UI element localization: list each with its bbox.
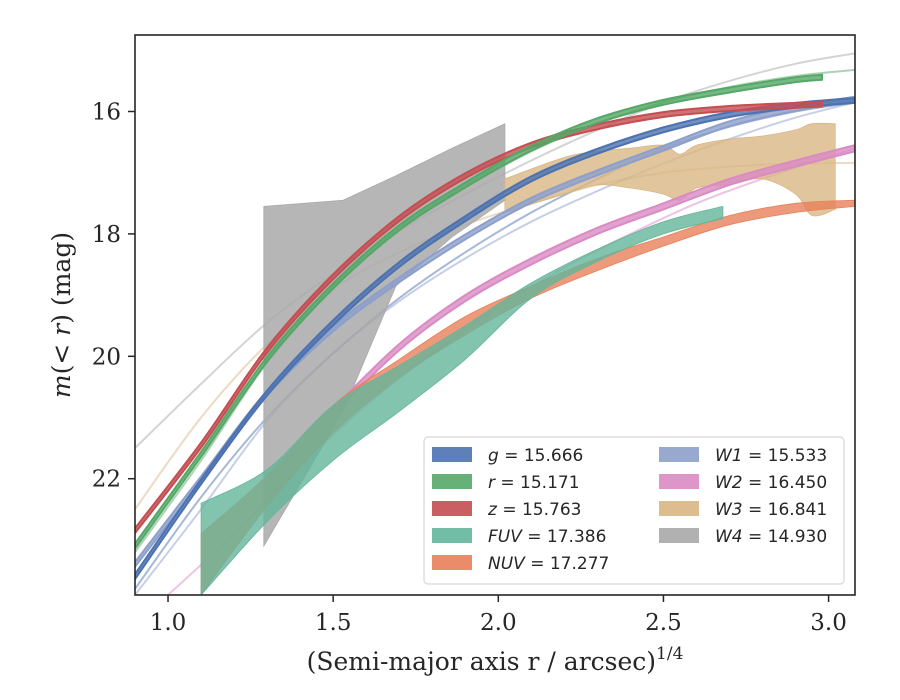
x-tick-label: 3.0 <box>810 610 847 636</box>
legend-label: W1 = 15.533 <box>715 446 827 466</box>
axis-ticks: 1.0 1.5 2.0 2.5 3.0 16 18 20 22 <box>92 100 847 636</box>
band-w2 <box>332 144 855 417</box>
legend-item-w2: W2 = 16.450 <box>659 473 827 493</box>
x-tick-label: 1.0 <box>150 610 187 636</box>
legend-item-g: g = 15.666 <box>432 446 583 466</box>
legend-item-fuv: FUV = 17.386 <box>432 527 606 547</box>
legend-label: z = 15.763 <box>487 500 581 520</box>
legend-item-z: z = 15.763 <box>432 500 581 520</box>
legend-item-w1: W1 = 15.533 <box>659 446 827 466</box>
legend-swatch <box>659 528 699 543</box>
band-w3 <box>504 122 836 217</box>
legend-swatch <box>659 474 699 489</box>
legend-item-r: r = 15.171 <box>432 473 580 493</box>
legend-item-w4: W4 = 14.930 <box>659 527 827 547</box>
y-axis-label: m(< r) (mag) <box>47 232 76 398</box>
legend-swatch <box>432 501 472 516</box>
band-w1 <box>135 95 855 569</box>
x-tick-label: 2.5 <box>645 610 682 636</box>
y-tick-label: 18 <box>92 222 121 248</box>
x-tick-label: 1.5 <box>315 610 352 636</box>
legend-label: W3 = 16.841 <box>715 500 827 520</box>
legend-item-w3: W3 = 16.841 <box>659 500 827 520</box>
legend: g = 15.666 r = 15.171 z = 15.763 FUV = 17.3… <box>423 436 845 585</box>
legend-label: r = 15.171 <box>488 473 580 493</box>
x-tick-label: 2.0 <box>480 610 517 636</box>
band-r <box>135 73 823 551</box>
legend-swatch <box>432 474 472 489</box>
y-tick-label: 22 <box>92 467 121 493</box>
legend-swatch <box>659 447 699 462</box>
plot-area <box>135 52 855 595</box>
y-tick-label: 16 <box>92 100 121 126</box>
band-g <box>135 96 855 581</box>
legend-swatch <box>659 501 699 516</box>
legend-label: g = 15.666 <box>488 446 583 466</box>
x-axis-label: (Semi-major axis r / arcsec)1/4 <box>307 644 684 676</box>
legend-label: W2 = 16.450 <box>715 473 827 493</box>
legend-box <box>423 436 845 585</box>
legend-label: W4 = 14.930 <box>715 527 827 547</box>
legend-label: NUV = 17.277 <box>488 554 609 574</box>
band-z <box>135 100 823 535</box>
plot-frame <box>134 34 856 596</box>
band-fuv <box>200 205 724 595</box>
legend-label: FUV = 17.386 <box>488 527 606 547</box>
y-tick-label: 20 <box>92 344 121 370</box>
legend-swatch <box>432 528 472 543</box>
legend-item-nuv: NUV = 17.277 <box>432 554 609 574</box>
legend-swatch <box>432 447 472 462</box>
legend-swatch <box>432 555 472 570</box>
